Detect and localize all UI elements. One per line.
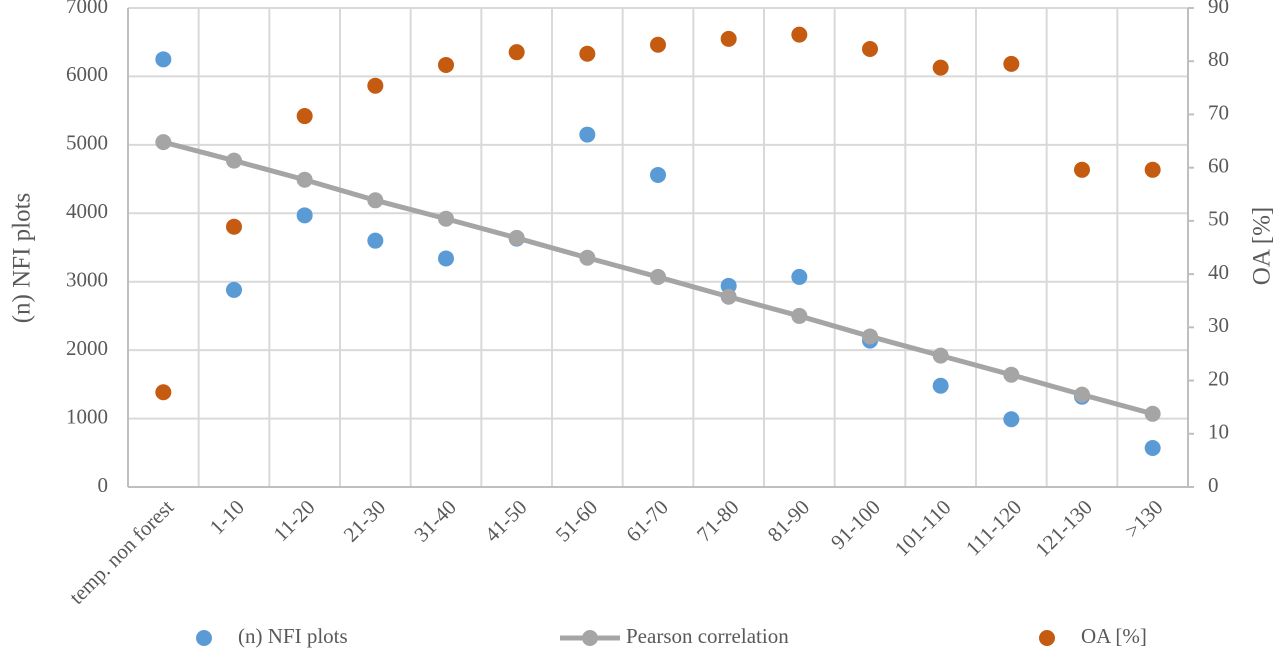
y2-tick-label: 50 (1208, 207, 1229, 231)
x-tick-label: 31-40 (409, 495, 461, 547)
point (367, 232, 384, 249)
point (932, 377, 949, 394)
x-tick-label: 101-110 (890, 495, 956, 561)
y2-tick-label: 70 (1208, 100, 1229, 124)
point (155, 384, 172, 401)
point (720, 30, 737, 47)
y2-tick-label: 20 (1208, 366, 1229, 390)
line-marker (155, 134, 172, 151)
y-tick-label: 5000 (66, 131, 108, 155)
y-tick-label: 1000 (66, 404, 108, 428)
point (650, 166, 666, 183)
y-tick-label: 7000 (66, 0, 108, 18)
point (296, 108, 313, 125)
x-tick-label: 91-100 (826, 495, 885, 554)
line-marker (508, 229, 525, 246)
line-marker (932, 347, 949, 364)
x-tick-label: 121-130 (1030, 495, 1096, 561)
point (1074, 161, 1090, 178)
y2-tick-label: 60 (1208, 153, 1229, 177)
x-tick-label: 51-60 (551, 495, 603, 547)
point (1144, 439, 1161, 456)
point (579, 126, 596, 143)
line-marker (791, 307, 808, 324)
point (650, 36, 666, 53)
line-marker (720, 288, 737, 305)
point (579, 45, 596, 62)
point (1003, 55, 1020, 72)
point (508, 44, 525, 61)
line-marker (226, 152, 242, 169)
x-tick-label: 61-70 (621, 495, 673, 547)
point (438, 56, 454, 73)
legend-marker (196, 630, 212, 646)
x-tick-label: 11-20 (269, 495, 320, 546)
line-marker (1074, 386, 1090, 403)
y-tick-label: 3000 (66, 268, 108, 292)
x-tick-label: 71-80 (692, 495, 744, 547)
line-marker (1144, 405, 1161, 422)
point (932, 59, 949, 76)
y2-tick-label: 10 (1208, 420, 1229, 444)
y2-tick-label: 90 (1208, 0, 1229, 18)
y-tick-label: 0 (98, 473, 109, 497)
legend-label: Pearson correlation (626, 624, 789, 648)
legend-marker (1039, 630, 1055, 646)
x-tick-label: 111-120 (961, 495, 1026, 560)
legend-marker (582, 630, 598, 646)
line-marker (1003, 366, 1020, 383)
point (367, 77, 384, 94)
line-marker (650, 268, 666, 285)
line-marker (579, 249, 596, 266)
x-tick-label: 21-30 (339, 495, 391, 547)
x-tick-label: >130 (1120, 495, 1168, 543)
x-tick-label: 81-90 (763, 495, 815, 547)
point (791, 26, 808, 43)
y-tick-label: 4000 (66, 199, 108, 223)
y2-tick-label: 30 (1208, 313, 1229, 337)
line-marker (862, 328, 878, 345)
legend-label: OA [%] (1081, 624, 1147, 648)
x-tick-label: 41-50 (480, 495, 532, 547)
point (791, 268, 808, 285)
line-marker (296, 171, 313, 188)
point (1144, 161, 1161, 178)
point (1003, 411, 1020, 428)
y-tick-label: 2000 (66, 336, 108, 360)
point (438, 250, 454, 267)
y-tick-label: 6000 (66, 62, 108, 86)
point (296, 207, 313, 224)
y2-axis-title: OA [%] (1249, 207, 1276, 285)
point (226, 218, 242, 235)
line-marker (438, 210, 454, 227)
y2-tick-label: 80 (1208, 47, 1229, 71)
x-tick-label: 1-10 (205, 495, 249, 539)
line-marker (367, 192, 384, 209)
y2-tick-label: 40 (1208, 260, 1229, 284)
x-tick-label: temp. non forest (64, 495, 178, 609)
point (862, 40, 878, 57)
point (720, 277, 737, 294)
y2-tick-label: 0 (1208, 473, 1219, 497)
y-axis-title: (n) NFI plots (9, 193, 36, 324)
legend-label: (n) NFI plots (238, 624, 348, 648)
point (226, 281, 242, 298)
point (155, 51, 172, 68)
